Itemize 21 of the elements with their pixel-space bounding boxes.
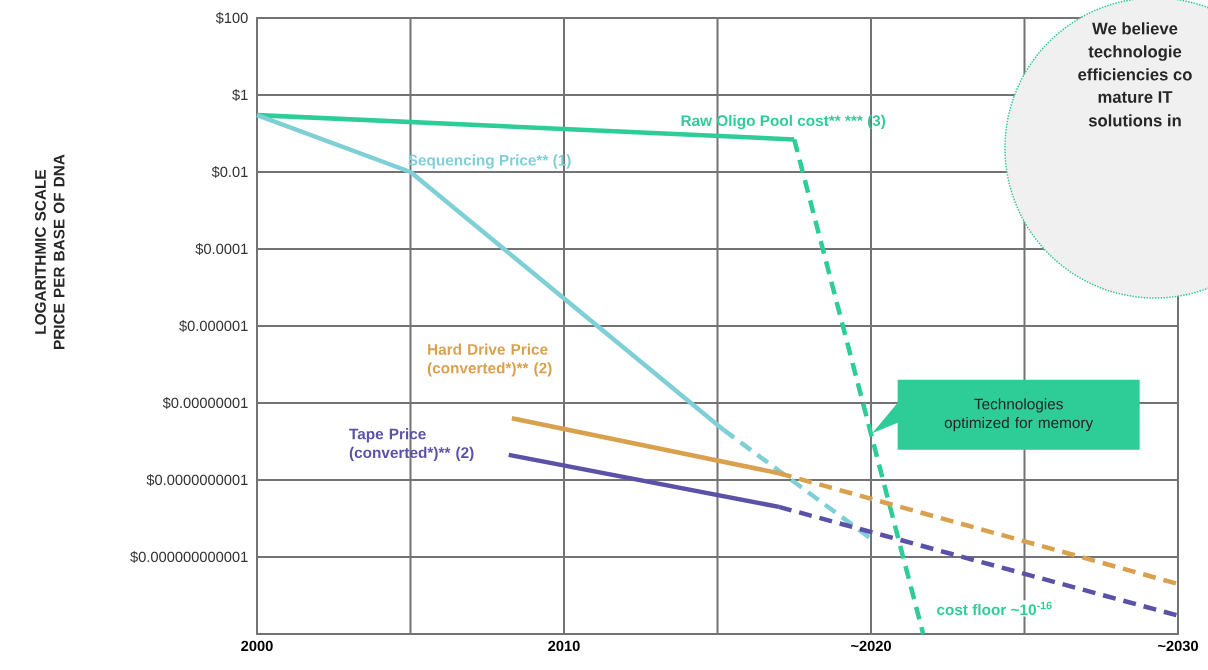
y-tick-label: $0.000000000001 bbox=[130, 551, 248, 563]
annotation: cost floor ~10$^{-16}$ bbox=[937, 601, 1052, 616]
x-tick-label: 2000 bbox=[241, 640, 273, 652]
x-tick-label: ~2020 bbox=[850, 640, 891, 652]
annotation: mature IT bbox=[1098, 91, 1173, 103]
annotation: Technologies optimized for memory bbox=[944, 398, 1094, 432]
y-tick-label: $0.000001 bbox=[179, 320, 248, 332]
y-tick-label: $100 bbox=[215, 12, 248, 24]
x-tick-label: ~2030 bbox=[1157, 640, 1198, 652]
annotation: efficiencies co bbox=[1078, 68, 1192, 81]
y-tick-label: $0.00000001 bbox=[162, 397, 248, 409]
annotation: technologie bbox=[1088, 45, 1182, 61]
y-tick-label: $0.0000000001 bbox=[146, 474, 248, 486]
y-axis-title: LOGARITHMIC SCALE PRICE PER BASE OF DNA bbox=[35, 154, 65, 350]
y-tick-label: $1 bbox=[232, 89, 248, 101]
y-tick-label: $0.0001 bbox=[195, 243, 248, 255]
x-tick-label: 2010 bbox=[548, 640, 580, 652]
annotation: We believe bbox=[1092, 22, 1178, 35]
text: Hard Drive Price (converted*)** (2) bbox=[427, 343, 552, 377]
annotation: solutions in bbox=[1088, 114, 1181, 127]
y-tick-label: $0.01 bbox=[211, 166, 248, 178]
